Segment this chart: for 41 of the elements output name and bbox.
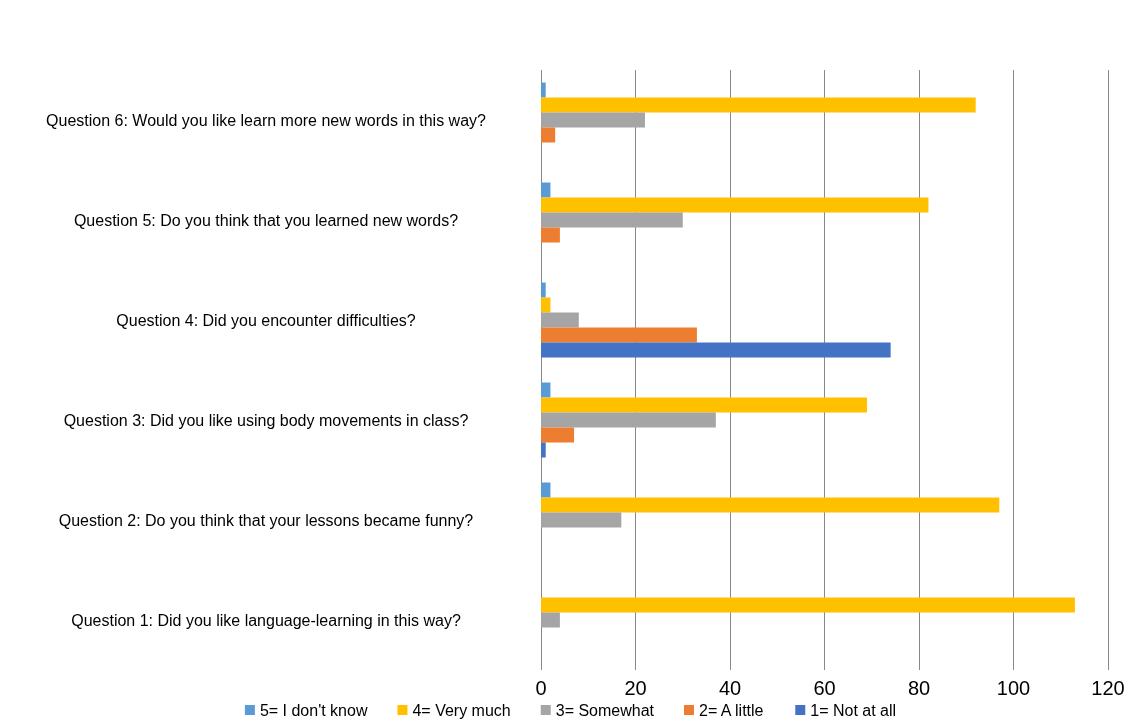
x-tick-label: 80: [907, 677, 931, 699]
bar: [541, 127, 556, 143]
x-tick-label: 60: [813, 677, 836, 699]
bar: [541, 197, 929, 213]
y-tick-label: Question 1: Did you like language-learning in this way?: [71, 611, 461, 629]
bar: [541, 112, 645, 128]
bar: [541, 227, 560, 243]
y-tick-label: Question 6: Would you like learn more new words in this way?: [46, 111, 487, 129]
x-tick-label: 120: [1091, 677, 1125, 699]
bar: [541, 327, 697, 343]
y-tick-label: Question 4: Did you encounter difficulties?: [116, 311, 416, 329]
legend-label: 1= Not at all: [810, 701, 897, 719]
y-tick-label: Question 2: Do you think that your lessons became funny?: [58, 511, 474, 529]
bar: [541, 412, 716, 428]
bar: [541, 382, 551, 398]
bar: [541, 482, 551, 498]
y-tick-label: Question 3: Did you like using body movements in class?: [63, 411, 469, 429]
bar: [541, 182, 551, 198]
bar: [541, 442, 546, 458]
bar: [541, 297, 551, 313]
bar: [541, 282, 546, 298]
y-tick-label: Question 5: Do you think that you learned new words?: [73, 211, 459, 229]
bar: [541, 397, 868, 413]
x-tick-label: 0: [535, 677, 547, 699]
legend-label: 4= Very much: [412, 701, 511, 719]
bar: [541, 427, 575, 443]
bar: [541, 212, 683, 228]
x-tick-label: 100: [996, 677, 1031, 699]
bar: [541, 512, 622, 528]
bar: [541, 97, 976, 113]
legend-label: 5= I don't know: [259, 701, 368, 719]
legend-label: 2= A little: [699, 701, 764, 719]
bar: [541, 312, 579, 328]
x-tick-label: 20: [624, 677, 647, 699]
legend-label: 3= Somewhat: [555, 701, 655, 719]
bar: [541, 497, 1000, 513]
x-tick-label: 40: [718, 677, 742, 699]
bar: [541, 597, 1075, 613]
bar: [541, 612, 560, 628]
bar: [541, 342, 891, 358]
bar: [541, 82, 546, 98]
